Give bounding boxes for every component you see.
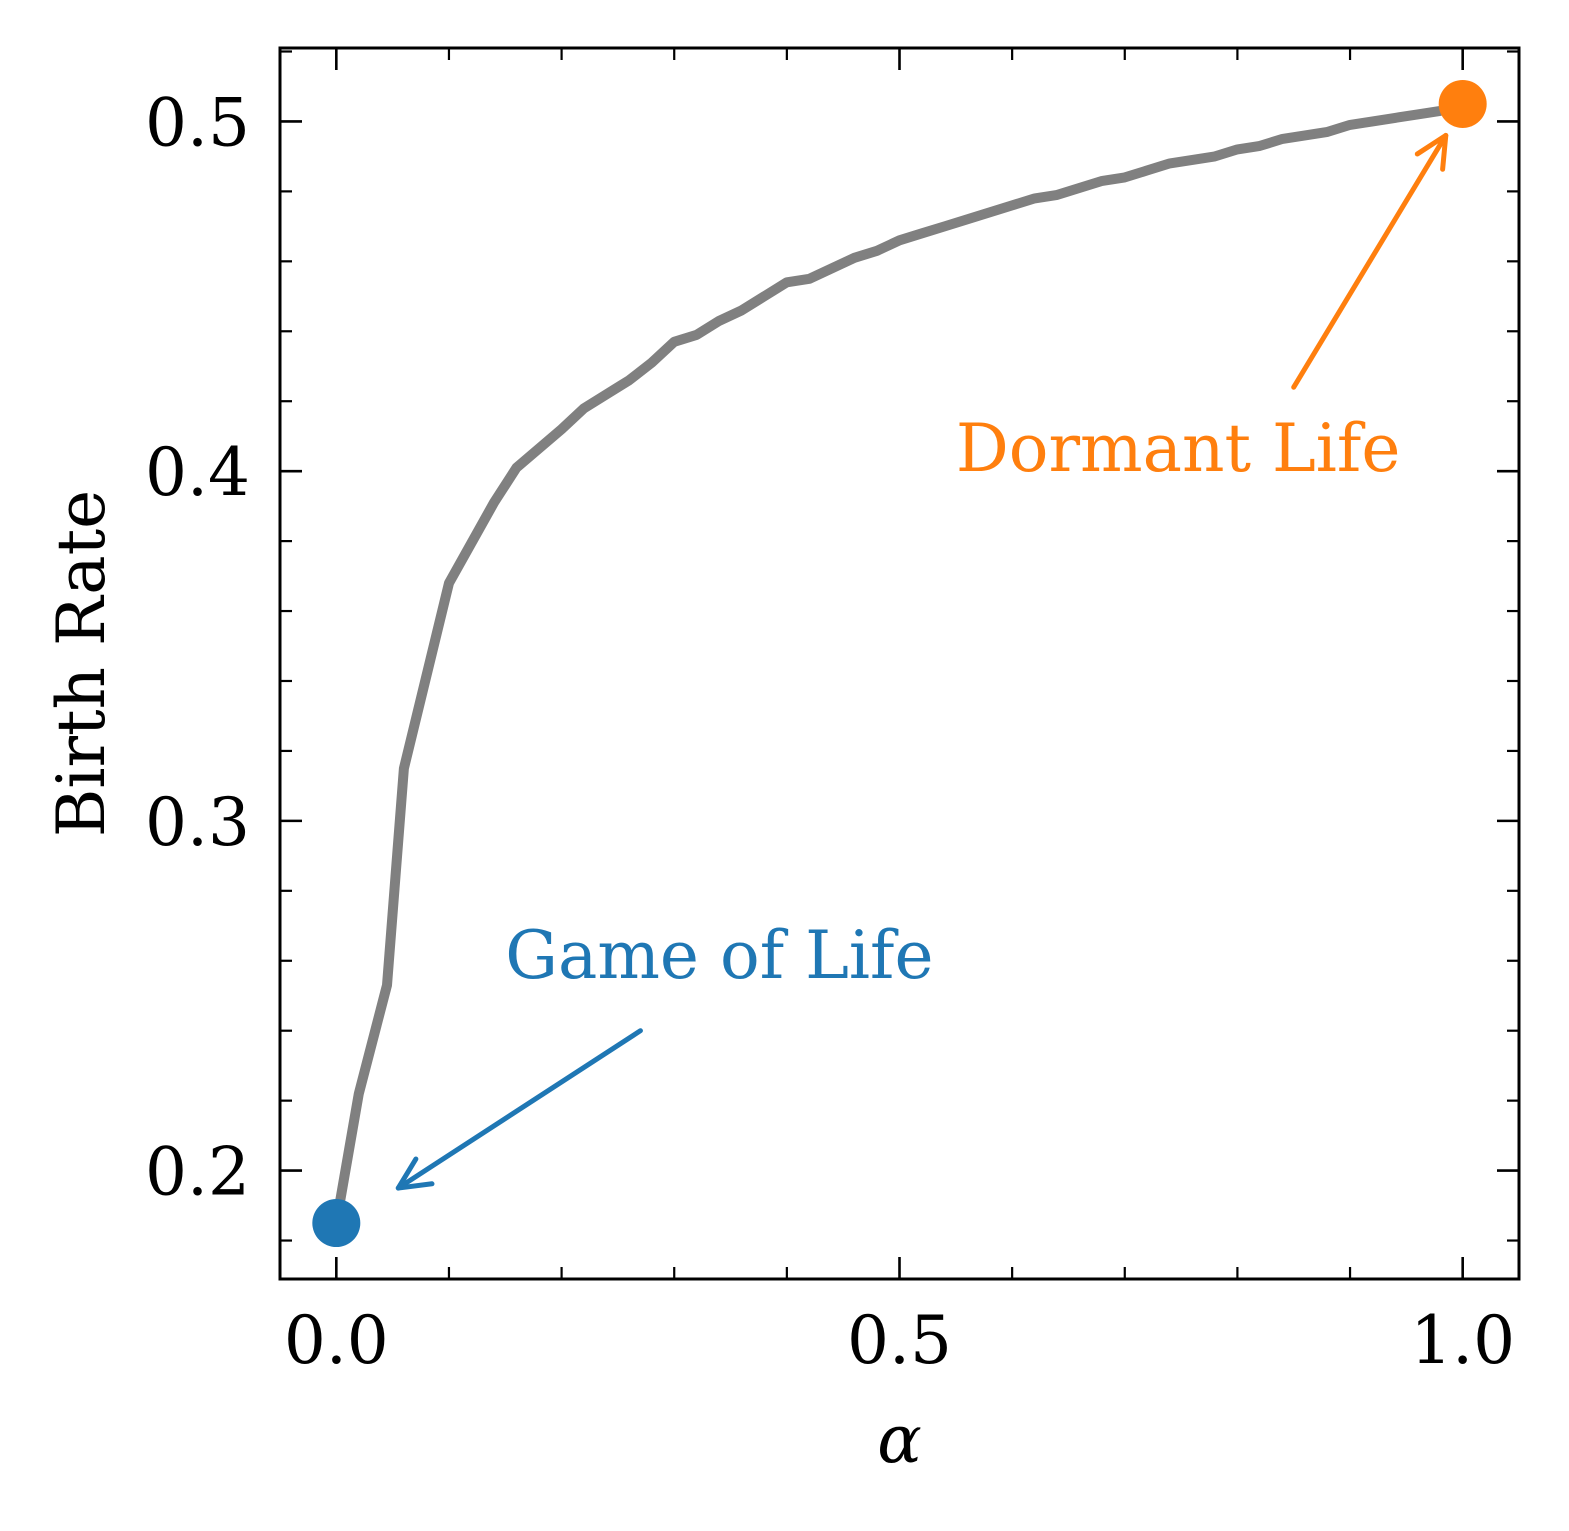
y-tick-label: 0.5 <box>145 84 250 161</box>
game-of-life-label: Game of Life <box>505 917 933 994</box>
plot-frame <box>278 46 1521 1281</box>
points-layer <box>312 79 1487 1248</box>
x-axis-title: α <box>877 1401 922 1478</box>
dormant-life-arrow-shaft <box>1291 132 1449 390</box>
minor-ticks <box>280 48 1519 1279</box>
y-tick-label: 0.2 <box>145 1134 250 1211</box>
dormant-life-label: Dormant Life <box>956 410 1401 487</box>
game-of-life-arrow-head <box>395 1156 435 1191</box>
dormant-life-point <box>1438 79 1487 128</box>
y-axis-title: Birth Rate <box>43 490 120 837</box>
x-tick-label: 1.0 <box>1410 1302 1515 1379</box>
game-of-life-arrow-shaft <box>395 1028 643 1191</box>
x-tick-label: 0.0 <box>284 1302 389 1379</box>
annotations-layer: Game of Life Dormant Life <box>395 132 1449 1191</box>
dormant-life-arrow-head <box>1414 132 1449 172</box>
y-tick-label: 0.3 <box>145 784 250 861</box>
y-tick-label: 0.4 <box>145 434 250 511</box>
birth-rate-curve <box>331 99 1468 1228</box>
game-of-life-point <box>312 1199 361 1248</box>
tick-labels: 0.0 0.5 1.0 0.2 0.3 0.4 0.5 <box>145 84 1515 1379</box>
series-layer <box>331 99 1468 1228</box>
x-tick-label: 0.5 <box>847 1302 952 1379</box>
major-ticks <box>280 48 1519 1279</box>
